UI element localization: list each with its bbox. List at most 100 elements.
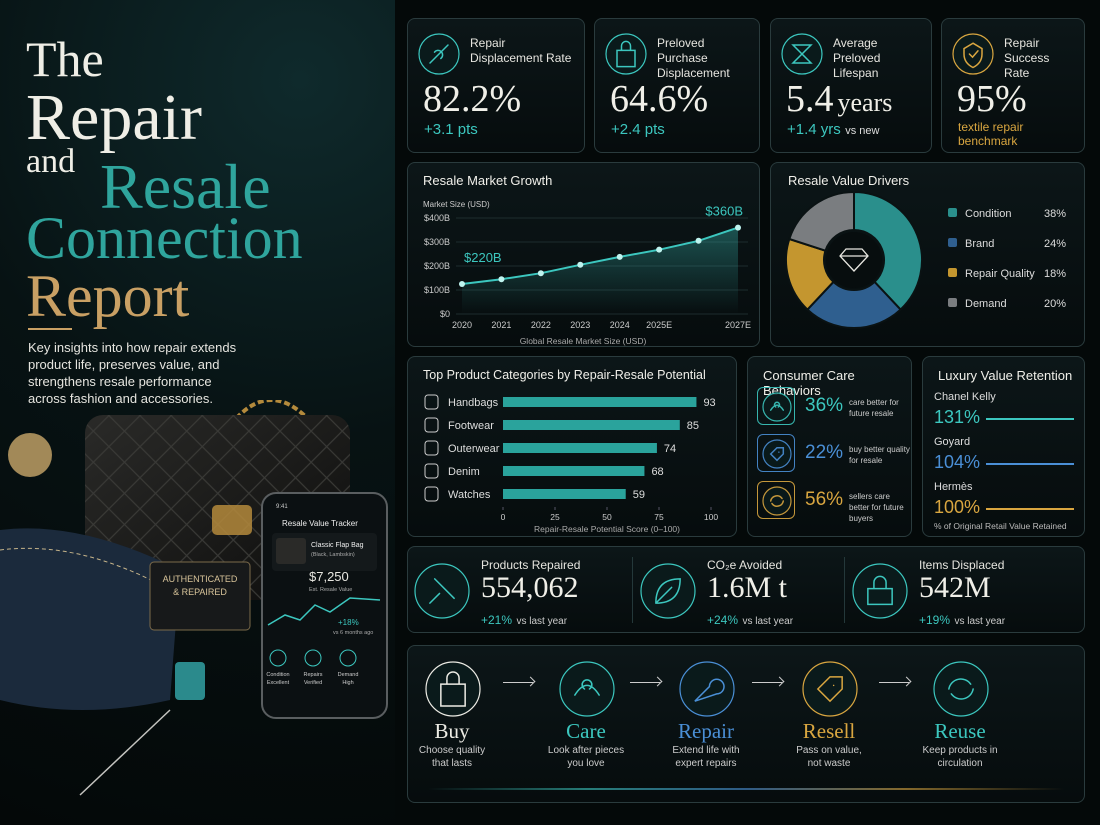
phone-badge-label: Demand	[338, 672, 359, 678]
step-text: Pass on value, not waste	[796, 745, 862, 769]
icon-glyph	[440, 671, 466, 707]
y-tick-label: $100B	[424, 285, 450, 295]
kpi-value: 95%	[957, 78, 1027, 120]
x-tick-label: 2021	[491, 320, 511, 330]
icon-glyph	[655, 578, 681, 604]
stat-delta-note: vs last year	[742, 616, 794, 627]
phone-app-title: Resale Value Tracker	[282, 519, 358, 528]
product-photo: AUTHENTICATED & REPAIRED 9:41 Resale Value …	[0, 400, 388, 796]
stat-value: 1.6M t	[707, 571, 788, 604]
step-name: Repair	[678, 719, 734, 743]
stat-value: 542M	[919, 571, 991, 604]
title-line: and	[26, 143, 76, 180]
icon	[414, 563, 470, 619]
y-tick-label: $200B	[424, 261, 450, 271]
phone-price-label: Est. Resale Value	[309, 587, 352, 593]
step-name: Buy	[434, 719, 470, 743]
chart: Resale Value Drivers Condition 38% Brand 24%…	[785, 173, 1066, 329]
stat-label: Products Repaired	[481, 558, 581, 572]
flow-arrow-head	[774, 676, 784, 687]
value-label: 59	[633, 489, 645, 501]
icon-glyph	[769, 446, 785, 462]
phone-badge-value: High	[342, 680, 353, 686]
flow-arrow	[878, 682, 909, 683]
brand-name: Chanel Kelly	[934, 391, 996, 403]
phone-item-image	[276, 538, 306, 564]
icon	[852, 563, 908, 619]
pie-slice	[853, 190, 923, 311]
chart: Resale Market Growth Market Size (USD) $0 $…	[423, 173, 751, 346]
icon-ring	[414, 563, 470, 619]
x-tick-label: 2024	[610, 320, 630, 330]
glow-line	[428, 788, 1064, 790]
x-tick-label: 50	[602, 512, 612, 522]
chart: Top Product Categories by Repair-Resale …	[423, 368, 718, 534]
icon-glyph	[769, 495, 785, 507]
legend-marker	[948, 268, 957, 277]
chart-title: Resale Value Drivers	[788, 173, 910, 188]
icon	[425, 661, 481, 717]
flow-arrow	[630, 682, 660, 683]
icon	[762, 439, 792, 469]
kpi-delta: +3.1 pts	[424, 121, 478, 138]
needle	[79, 709, 171, 796]
x-axis-label: Repair-Resale Potential Score (0–100)	[534, 524, 680, 534]
icon-ring	[605, 33, 647, 75]
retention-line	[986, 508, 1074, 510]
kpi-value-row: 64.6%	[610, 77, 708, 121]
legend-value: 24%	[1044, 238, 1066, 250]
kpi-value-row: 95%	[957, 77, 1027, 121]
step-name: Care	[566, 719, 606, 743]
stat-delta-row: +24% vs last year	[707, 611, 793, 629]
phone-change: +18%	[338, 618, 359, 627]
brand-name: Goyard	[934, 436, 971, 448]
lifecycle-card: Buy Choose quality that lasts Care Look aft…	[407, 645, 1085, 803]
kpi-delta-row: +1.4 yrs vs new	[787, 121, 879, 139]
bag-clasp	[212, 505, 252, 535]
card-title: Luxury Value Retention	[938, 368, 1073, 383]
luxury-card: Luxury Value Retention Chanel Kelly 131% Go…	[922, 356, 1085, 537]
phone-badge-value: Verified	[304, 680, 322, 686]
kpi-delta-row: +2.4 pts	[611, 121, 665, 139]
area	[462, 227, 738, 314]
category-icon	[424, 463, 439, 479]
category-icon	[424, 486, 439, 502]
legend-value: 38%	[1044, 208, 1066, 220]
retention-value: 104%	[934, 452, 981, 472]
icon-ring	[852, 563, 908, 619]
point	[695, 237, 702, 244]
bar	[503, 397, 697, 407]
value-label: 85	[687, 420, 699, 432]
step-text: Look after pieces you love	[547, 745, 625, 769]
flow-arrow-head	[652, 676, 663, 687]
footnote: % of Original Retail Value Retained	[934, 521, 1067, 531]
hero-panel: The Repair and Resale Connection Report …	[0, 0, 395, 825]
annotation: $360B	[705, 204, 743, 219]
subtitle: Key insights into how repair extends pro…	[28, 340, 237, 406]
kpi-value: 82.2%	[423, 78, 522, 120]
x-tick-label: 0	[501, 512, 506, 522]
stat-delta-note: vs last year	[516, 616, 568, 627]
icon	[762, 486, 792, 516]
kpi-delta-row: +3.1 pts	[424, 121, 478, 139]
behavior-icon-box	[757, 481, 795, 519]
line-chart-card: Resale Market Growth Market Size (USD) $0 $…	[407, 162, 760, 347]
x-axis-label: Global Resale Market Size (USD)	[520, 336, 647, 346]
phone-badge-icon	[304, 649, 322, 667]
flow-arrow-head	[901, 676, 911, 687]
legend-marker	[948, 238, 957, 247]
x-tick-label: 2027E	[725, 320, 751, 330]
category-label: Denim	[448, 466, 480, 478]
behavior-value: 56%	[805, 489, 844, 510]
icon-glyph	[574, 679, 600, 696]
icon-ring	[933, 661, 989, 717]
behavior-text: care better for future resale	[849, 398, 899, 418]
impact-card: Products Repaired 554,062 +21% vs last yea…	[407, 546, 1085, 633]
kpi-card: Repair Displacement Rate 82.2% +3.1 pts	[407, 18, 585, 153]
title-line: The	[26, 31, 104, 87]
phone-price: $7,250	[309, 569, 349, 584]
phone-change-label: vs 6 months ago	[333, 630, 373, 636]
phone-item-name: Classic Flap Bag	[311, 542, 364, 549]
behavior-value: 22%	[805, 442, 844, 463]
pie-slice	[788, 190, 855, 252]
